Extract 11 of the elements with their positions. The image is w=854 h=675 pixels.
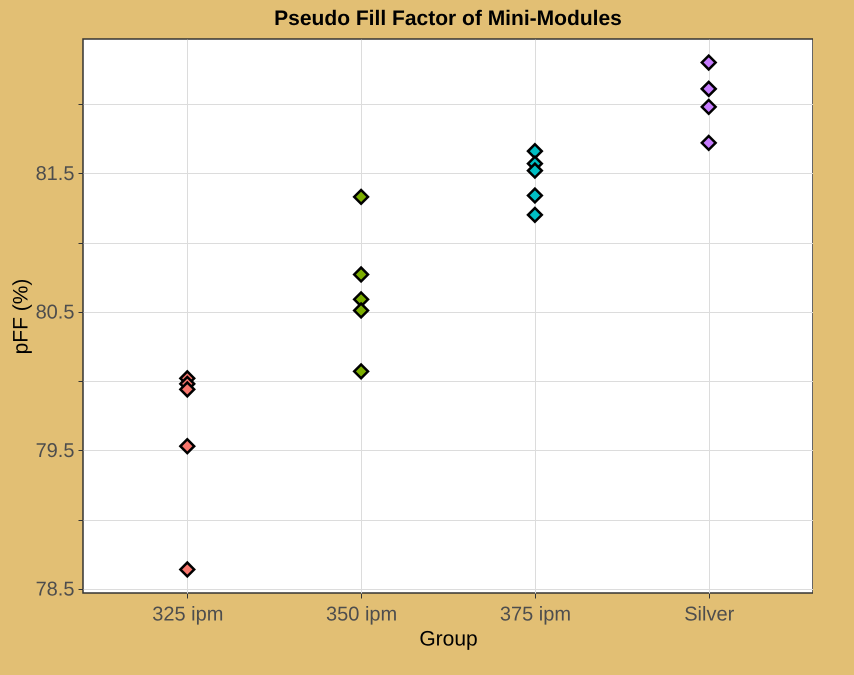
y-tick-label: 81.5 <box>36 162 74 185</box>
y-axis-title: pFF (%) <box>10 278 33 354</box>
y-tick-label: 78.5 <box>36 578 74 600</box>
y-tick-label: 80.5 <box>36 301 74 324</box>
x-tick-label: 325 ipm <box>152 604 224 626</box>
x-tick-label: Silver <box>684 604 735 626</box>
chart-title: Pseudo Fill Factor of Mini-Modules <box>274 7 622 30</box>
x-tick-label: 375 ipm <box>500 604 571 626</box>
x-axis-title: Group <box>419 628 478 650</box>
x-tick-label: 350 ipm <box>326 604 398 626</box>
y-tick-label: 79.5 <box>36 440 74 462</box>
